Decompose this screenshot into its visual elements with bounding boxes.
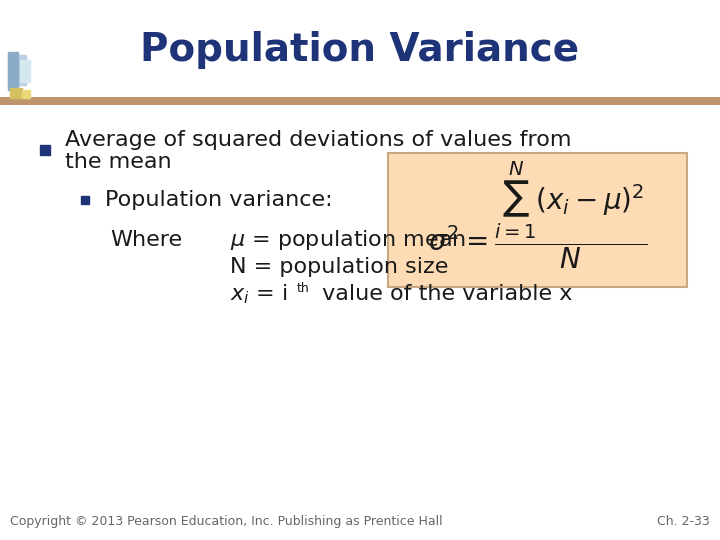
Bar — [8, 55, 26, 85]
Bar — [20, 60, 30, 82]
Text: $\mu$ = population mean: $\mu$ = population mean — [230, 228, 466, 252]
Text: $\sigma^2 = \dfrac{\sum_{i=1}^{N}(x_i - \mu)^2}{N}$: $\sigma^2 = \dfrac{\sum_{i=1}^{N}(x_i - … — [428, 159, 647, 271]
FancyBboxPatch shape — [0, 97, 720, 105]
FancyBboxPatch shape — [388, 153, 687, 287]
Text: the mean: the mean — [65, 152, 171, 172]
Text: $x_i$ = i: $x_i$ = i — [230, 282, 287, 306]
Bar — [10, 88, 22, 98]
Text: N = population size: N = population size — [230, 257, 449, 277]
Bar — [22, 90, 30, 98]
Text: Copyright © 2013 Pearson Education, Inc. Publishing as Prentice Hall: Copyright © 2013 Pearson Education, Inc.… — [10, 515, 443, 528]
Text: Ch. 2-33: Ch. 2-33 — [657, 515, 710, 528]
Text: Population variance:: Population variance: — [105, 190, 333, 210]
Text: value of the variable x: value of the variable x — [315, 284, 572, 304]
Text: Where: Where — [110, 230, 182, 250]
Text: Population Variance: Population Variance — [140, 31, 580, 69]
Text: Average of squared deviations of values from: Average of squared deviations of values … — [65, 130, 572, 150]
Bar — [8, 52, 18, 90]
Text: th: th — [297, 281, 310, 294]
